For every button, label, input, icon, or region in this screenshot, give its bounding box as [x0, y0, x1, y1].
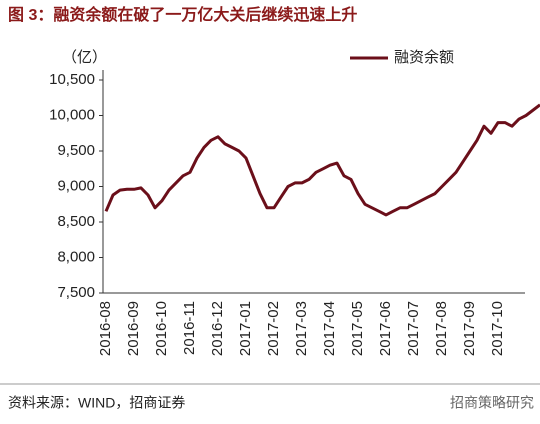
x-tick-label: 2017-01	[237, 301, 254, 356]
x-tick-label: 2017-09	[461, 301, 478, 356]
x-tick-label: 2016-12	[209, 301, 226, 356]
x-tick-label: 2016-09	[125, 301, 142, 356]
y-tick-label: 9,500	[57, 142, 95, 159]
y-tick-label: 8,500	[57, 213, 95, 230]
x-tick-label: 2017-02	[265, 301, 282, 356]
x-tick-label: 2017-06	[377, 301, 394, 356]
x-tick-label: 2016-08	[97, 301, 114, 356]
x-tick-label: 2017-04	[321, 301, 338, 356]
chart-title: 图 3：融资余额在破了一万亿大关后继续迅速上升	[8, 5, 357, 24]
y-tick-label: 10,500	[49, 71, 95, 88]
x-tick-label: 2017-05	[349, 301, 366, 356]
x-tick-label: 2017-03	[293, 301, 310, 356]
x-tick-label: 2017-10	[489, 301, 506, 356]
y-tick-label: 9,000	[57, 177, 95, 194]
y-tick-label: 8,000	[57, 248, 95, 265]
x-tick-label: 2016-11	[181, 301, 198, 355]
line	[104, 103, 540, 217]
watermark: 招商策略研究	[450, 395, 534, 411]
y-axis-label: （亿）	[62, 49, 107, 66]
y-tick-label: 7,500	[57, 284, 95, 301]
x-tick-label: 2017-08	[433, 301, 450, 356]
legend-label: 融资余额	[394, 48, 454, 66]
x-tick-label: 2016-10	[153, 301, 170, 356]
x-tick-label: 2017-07	[405, 301, 422, 356]
y-tick-label: 10,000	[49, 106, 95, 123]
source: 资料来源：WIND，招商证券	[8, 395, 185, 411]
